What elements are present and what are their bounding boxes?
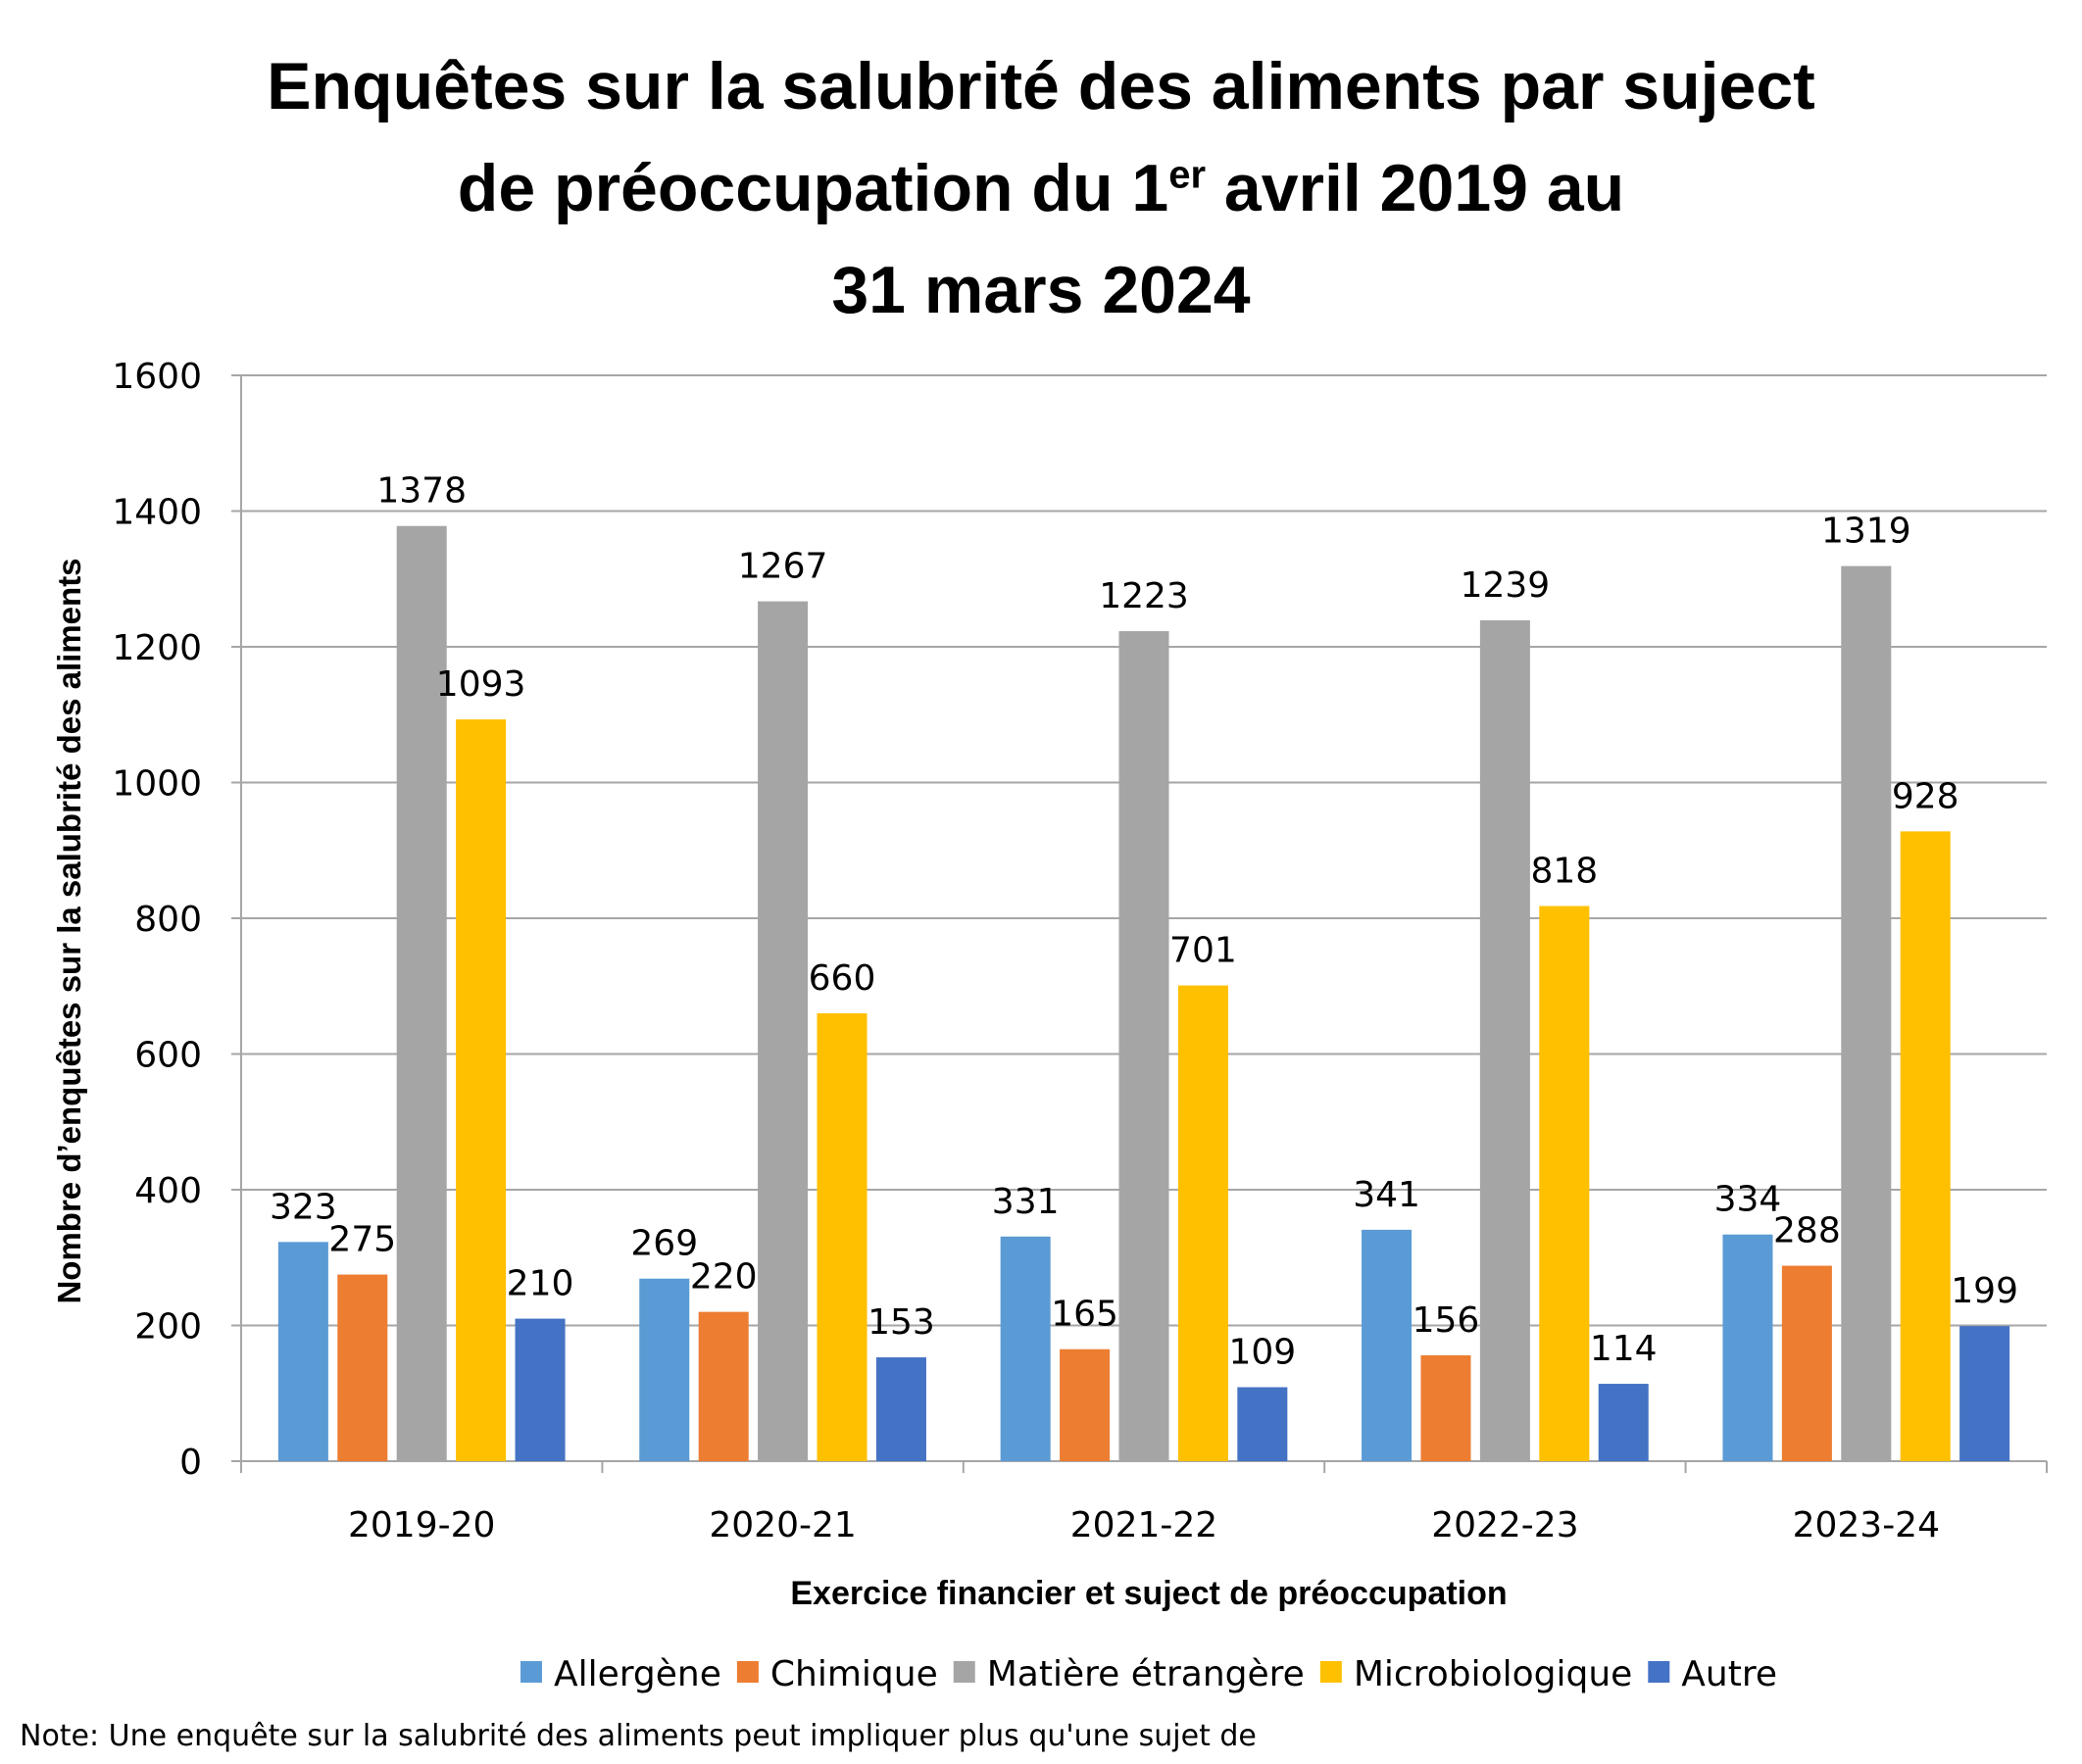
legend-label: Microbiologique — [1354, 1654, 1632, 1694]
legend-label: Autre — [1681, 1654, 1777, 1694]
data-label: 323 — [270, 1187, 337, 1227]
bar — [1118, 631, 1169, 1461]
bar — [1420, 1354, 1471, 1461]
legend-swatch — [1319, 1661, 1342, 1683]
data-label: 334 — [1714, 1180, 1782, 1220]
bar — [1959, 1326, 2010, 1461]
legend-item: Matière étrangère — [953, 1654, 1305, 1694]
data-label: 818 — [1530, 852, 1598, 892]
chart-title-line-1: Enquêtes sur la salubrité des aliments p… — [267, 49, 1815, 123]
bar — [1841, 565, 1892, 1461]
y-tick-label: 1200 — [112, 628, 202, 668]
bar — [1722, 1234, 1773, 1461]
data-label: 114 — [1590, 1329, 1658, 1369]
data-label: 1319 — [1821, 512, 1911, 552]
legend-swatch — [953, 1661, 975, 1683]
chart-title: Enquêtes sur la salubrité des aliments p… — [0, 35, 2082, 341]
y-tick-label: 600 — [134, 1036, 202, 1076]
bar — [1000, 1236, 1051, 1461]
chart-title-line-2: de préoccupation du 1er avril 2019 au — [0, 137, 2082, 239]
chart-title-superscript: er — [1168, 153, 1207, 197]
legend-label: Chimique — [770, 1654, 938, 1694]
data-label: 199 — [1951, 1271, 2018, 1311]
data-label: 701 — [1169, 931, 1237, 971]
data-label: 165 — [1051, 1295, 1118, 1335]
chart-title-line-3: 31 mars 2024 — [831, 253, 1251, 327]
bar — [639, 1278, 690, 1461]
bar — [817, 1012, 868, 1461]
legend-item: Chimique — [736, 1654, 938, 1694]
bars — [277, 525, 2010, 1461]
y-tick-label: 400 — [134, 1171, 202, 1211]
bar — [456, 719, 507, 1461]
axes: 0 200 400 600 800 1000 1200 1400 1600 2019-20 2020… — [112, 357, 2048, 1545]
legend-item: Autre — [1648, 1654, 1777, 1694]
legend-item: Allergène — [520, 1654, 721, 1694]
bar — [396, 525, 447, 1461]
y-tick-label: 0 — [179, 1443, 202, 1483]
bar — [515, 1318, 566, 1461]
x-tick-label: 2023-24 — [1793, 1505, 1940, 1545]
bar — [277, 1242, 328, 1461]
data-label: 275 — [328, 1220, 396, 1260]
bar — [1598, 1384, 1649, 1461]
data-label: 210 — [507, 1264, 574, 1304]
data-label: 156 — [1413, 1300, 1480, 1341]
data-label: 1378 — [376, 471, 467, 512]
x-axis-title: Exercice financier et suject de préoccup… — [790, 1575, 1507, 1612]
data-label: 1267 — [738, 547, 828, 587]
data-label: 288 — [1773, 1211, 1841, 1251]
data-label: 153 — [868, 1302, 935, 1343]
legend-label: Matière étrangère — [987, 1654, 1305, 1694]
y-tick-label: 1400 — [112, 493, 202, 533]
x-tick-label: 2021-22 — [1070, 1505, 1217, 1545]
legend-swatch — [520, 1661, 542, 1683]
y-tick-label: 800 — [134, 900, 202, 940]
bar — [1237, 1387, 1288, 1461]
bar — [1060, 1348, 1111, 1461]
x-tick-label: 2020-21 — [709, 1505, 856, 1545]
y-tick-label: 1600 — [112, 357, 202, 397]
data-label: 341 — [1353, 1175, 1420, 1215]
footnote: Note: Une enquête sur la salubrité des a… — [20, 1719, 1257, 1753]
bar — [1362, 1229, 1413, 1461]
data-label: 1239 — [1461, 565, 1551, 606]
data-label: 269 — [630, 1224, 698, 1264]
y-tick-label: 200 — [134, 1307, 202, 1348]
legend: Allergène Chimique Matière étrangère Microb… — [520, 1654, 1777, 1694]
legend-item: Microbiologique — [1319, 1654, 1632, 1694]
data-label: 220 — [690, 1257, 758, 1298]
data-label: 660 — [809, 958, 876, 999]
data-label: 109 — [1228, 1333, 1296, 1373]
chart-title-line-2-end: avril 2019 au — [1206, 151, 1625, 225]
x-tick-label: 2019-20 — [348, 1505, 495, 1545]
y-tick-label: 1000 — [112, 764, 202, 805]
x-tick-label: 2022-23 — [1431, 1505, 1578, 1545]
bar — [1539, 906, 1590, 1461]
data-label: 1223 — [1099, 576, 1189, 616]
chart-title-line-2-start: de préoccupation du 1 — [457, 151, 1169, 225]
bar — [1479, 619, 1530, 1461]
bar — [1900, 831, 1951, 1461]
data-label: 928 — [1892, 776, 1959, 816]
data-label: 331 — [992, 1182, 1060, 1222]
legend-label: Allergène — [554, 1654, 721, 1694]
bar — [875, 1357, 926, 1461]
data-label: 1093 — [436, 664, 526, 705]
legend-swatch — [736, 1661, 759, 1683]
legend-swatch — [1648, 1661, 1670, 1683]
bar — [698, 1311, 749, 1461]
bar — [1781, 1265, 1832, 1461]
bar — [337, 1274, 388, 1461]
bar — [758, 601, 809, 1461]
y-axis-title: Nombre d’enquêtes sur la salubrité des a… — [51, 558, 87, 1303]
bar — [1177, 985, 1228, 1461]
